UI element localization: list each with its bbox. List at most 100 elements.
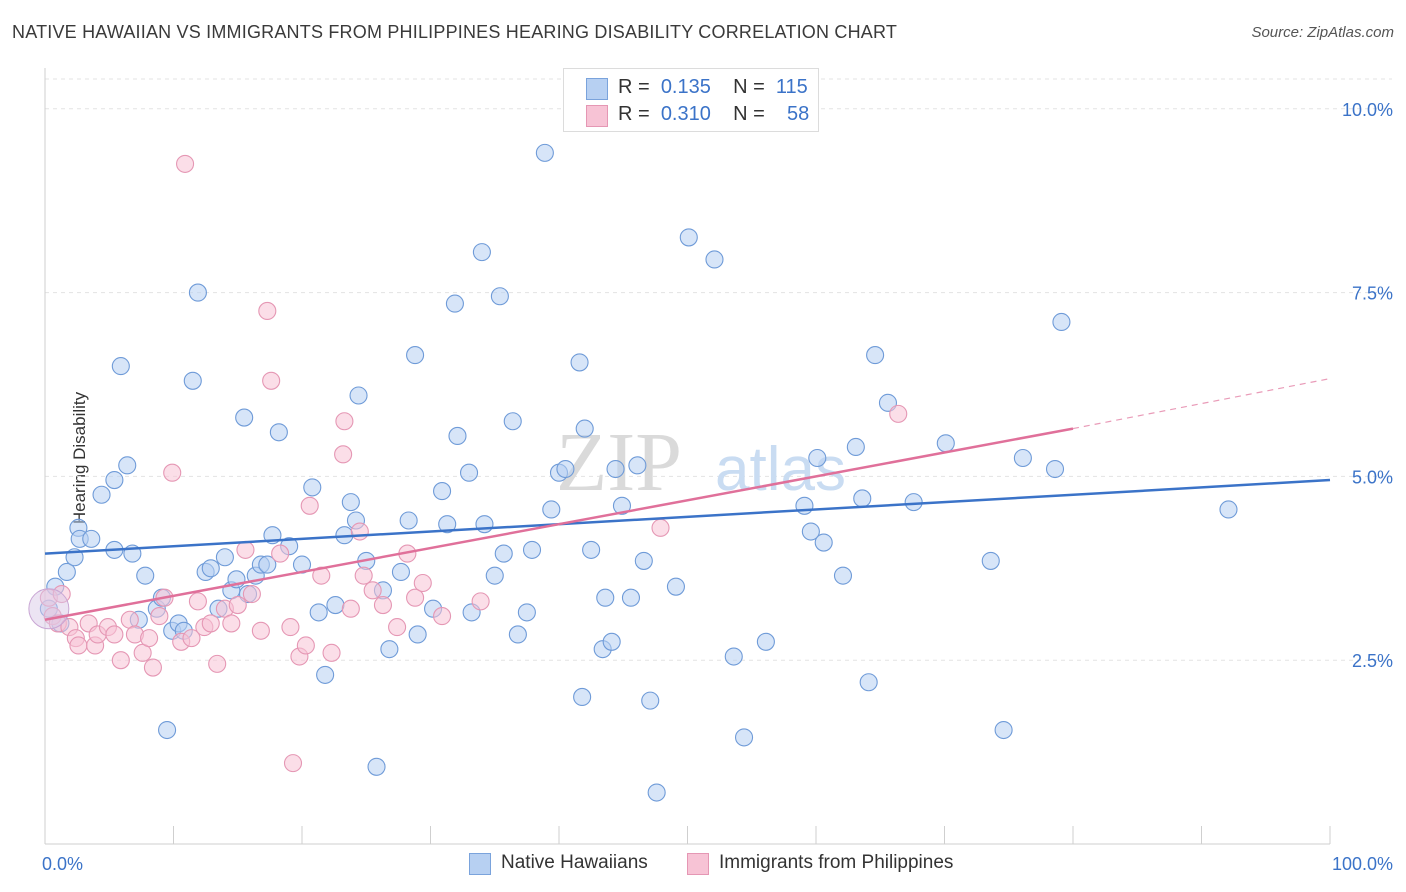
point-native-hawaiians xyxy=(136,566,155,585)
trend-lines xyxy=(44,378,1331,621)
point-native-hawaiians xyxy=(326,595,345,615)
point-immigrants-from-philippines xyxy=(140,629,159,648)
y-tick-label: 5.0% xyxy=(1352,467,1393,487)
point-native-hawaiians xyxy=(612,496,632,515)
point-immigrants-from-philippines xyxy=(322,643,341,662)
bottom-legend-swatch-blue xyxy=(469,853,491,875)
point-native-hawaiians xyxy=(380,640,399,659)
point-native-hawaiians xyxy=(316,665,335,684)
point-native-hawaiians xyxy=(573,687,592,707)
point-native-hawaiians xyxy=(878,393,898,412)
point-native-hawaiians xyxy=(1013,448,1032,468)
point-native-hawaiians xyxy=(258,555,277,574)
point-native-hawaiians xyxy=(215,548,234,567)
point-native-hawaiians xyxy=(814,533,833,552)
point-native-hawaiians xyxy=(634,551,653,570)
point-immigrants-from-philippines xyxy=(413,573,432,593)
point-native-hawaiians xyxy=(994,720,1013,740)
point-immigrants-from-philippines xyxy=(262,371,281,390)
point-immigrants-from-philippines xyxy=(111,651,130,670)
x-tick-label-min: 0.0% xyxy=(42,854,83,874)
point-native-hawaiians xyxy=(158,720,177,740)
point-native-hawaiians xyxy=(575,419,594,438)
point-native-hawaiians xyxy=(1219,500,1238,519)
point-immigrants-from-philippines xyxy=(388,618,407,637)
y-tick-label: 7.5% xyxy=(1352,284,1393,304)
trend-line-immigrants-from-philippines xyxy=(44,427,1074,621)
point-immigrants-from-philippines xyxy=(433,607,452,626)
point-native-hawaiians xyxy=(517,603,536,622)
legend-n-label: N = xyxy=(733,103,765,125)
point-native-hawaiians xyxy=(734,728,754,747)
point-immigrants-from-philippines xyxy=(143,658,162,677)
point-native-hawaiians xyxy=(235,408,254,427)
point-native-hawaiians xyxy=(433,482,452,501)
legend-r-label: R = xyxy=(618,103,650,125)
watermark: ZIP atlas xyxy=(556,416,846,509)
point-native-hawaiians xyxy=(503,412,522,431)
point-native-hawaiians xyxy=(406,346,425,365)
point-native-hawaiians xyxy=(57,562,76,582)
y-tick-label: 10.0% xyxy=(1342,100,1393,120)
point-immigrants-from-philippines xyxy=(406,588,425,607)
point-native-hawaiians xyxy=(448,426,467,445)
point-native-hawaiians xyxy=(666,577,685,596)
point-immigrants-from-philippines xyxy=(281,618,300,637)
point-immigrants-from-philippines xyxy=(222,614,241,633)
point-native-hawaiians xyxy=(981,551,1000,570)
point-native-hawaiians xyxy=(341,493,360,512)
point-cluster-origin xyxy=(28,588,70,630)
point-immigrants-from-philippines xyxy=(271,544,290,563)
point-native-hawaiians xyxy=(705,250,724,269)
legend-n-value: 58 xyxy=(787,103,810,125)
point-native-hawaiians xyxy=(367,757,386,776)
point-native-hawaiians xyxy=(105,471,124,490)
point-native-hawaiians xyxy=(92,485,111,504)
point-native-hawaiians xyxy=(438,515,457,534)
point-native-hawaiians xyxy=(628,456,647,475)
point-native-hawaiians xyxy=(801,522,820,541)
point-immigrants-from-philippines xyxy=(334,445,353,464)
series-native-hawaiians xyxy=(39,143,1238,802)
point-native-hawaiians xyxy=(349,386,368,405)
point-native-hawaiians xyxy=(853,489,872,508)
bottom-legend-swatch-pink xyxy=(687,853,709,875)
point-native-hawaiians xyxy=(570,353,589,372)
point-native-hawaiians xyxy=(866,346,885,365)
point-immigrants-from-philippines xyxy=(236,540,255,559)
point-native-hawaiians xyxy=(602,632,621,651)
legend-r-value: 0.310 xyxy=(660,103,711,125)
legend-r-label: R = xyxy=(618,76,650,98)
point-immigrants-from-philippines xyxy=(201,614,220,633)
point-native-hawaiians xyxy=(535,143,554,162)
point-native-hawaiians xyxy=(846,437,865,457)
point-native-hawaiians xyxy=(1045,459,1065,479)
grid-lines xyxy=(45,78,1392,661)
point-native-hawaiians xyxy=(582,540,601,559)
legend-r-value: 0.135 xyxy=(660,76,711,98)
point-immigrants-from-philippines xyxy=(208,654,227,673)
point-native-hawaiians xyxy=(309,603,328,622)
point-immigrants-from-philippines xyxy=(150,607,169,626)
legend-n-value: 115 xyxy=(775,76,808,98)
point-native-hawaiians xyxy=(472,243,491,262)
point-native-hawaiians xyxy=(303,478,322,497)
point-immigrants-from-philippines xyxy=(105,625,124,644)
point-native-hawaiians xyxy=(936,434,955,453)
axes xyxy=(44,68,1331,845)
point-native-hawaiians xyxy=(606,459,625,479)
point-immigrants-from-philippines xyxy=(228,595,247,615)
point-native-hawaiians xyxy=(641,691,660,710)
point-immigrants-from-philippines xyxy=(258,301,277,321)
point-native-hawaiians xyxy=(621,588,641,607)
trend-line-extension xyxy=(1072,378,1331,430)
watermark-atlas: atlas xyxy=(715,435,846,504)
point-native-hawaiians xyxy=(183,371,202,390)
point-native-hawaiians xyxy=(490,287,509,306)
point-native-hawaiians xyxy=(201,559,220,578)
point-immigrants-from-philippines xyxy=(354,566,373,585)
point-native-hawaiians xyxy=(1052,312,1071,332)
source-label: Source: ZipAtlas.com xyxy=(1251,24,1394,41)
point-immigrants-from-philippines xyxy=(471,592,490,611)
point-immigrants-from-philippines xyxy=(363,581,382,600)
